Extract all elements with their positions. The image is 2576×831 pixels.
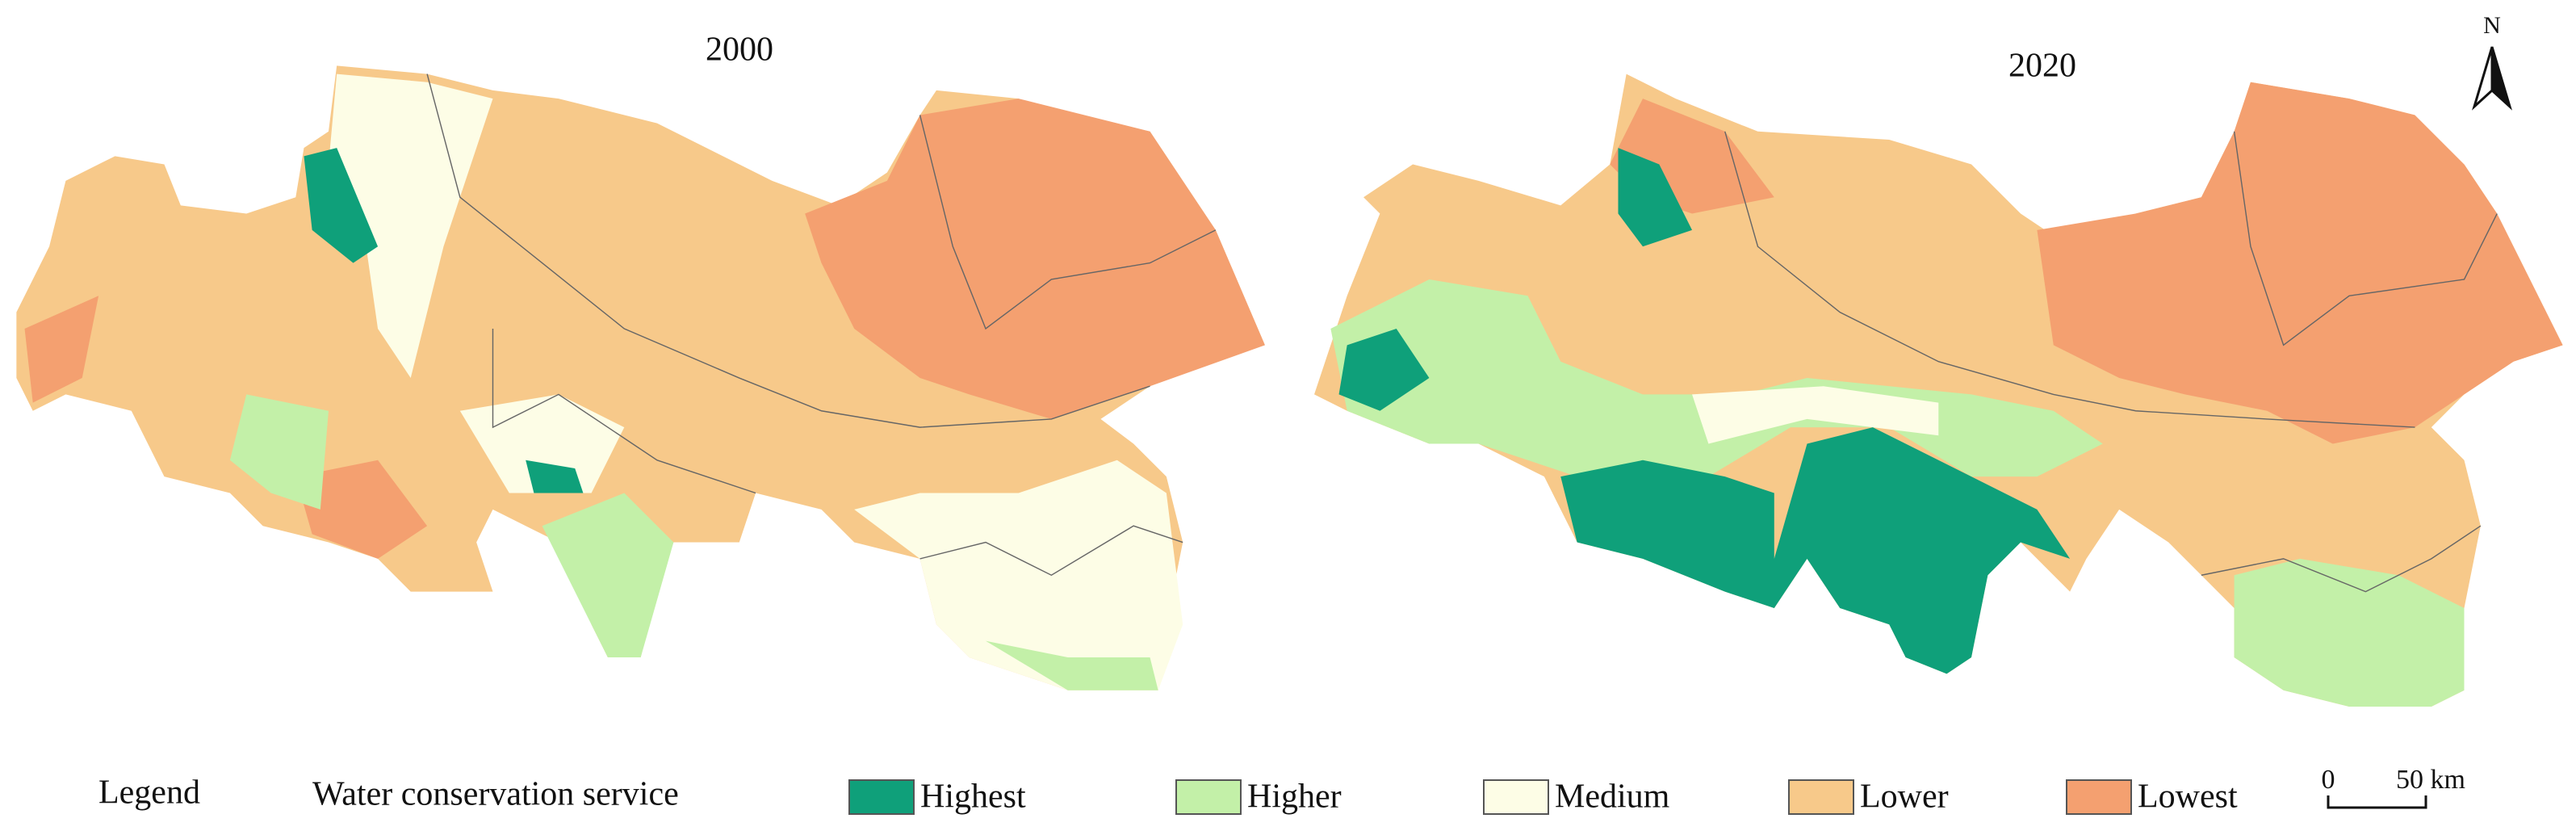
district-border [426, 73, 1150, 428]
legend-label: Lowest [2138, 779, 2238, 816]
region-medium [854, 460, 1183, 690]
region-highest [1560, 427, 2071, 674]
legend-items: Highest Higher Medium Lower Lowest [848, 779, 2238, 816]
region-highest [1618, 148, 1693, 247]
region-medium [459, 394, 625, 493]
region-lowest [295, 460, 428, 559]
district-border [919, 115, 1217, 330]
map-title: 2000 [706, 31, 773, 69]
legend-subtitle: Water conservation service [312, 776, 679, 813]
district-border [919, 525, 1183, 577]
district-border [2233, 131, 2498, 346]
legend-swatch [848, 779, 915, 815]
legend-swatch [1175, 779, 1242, 815]
region-medium [1692, 386, 1939, 444]
legend-swatch [1788, 779, 1854, 815]
north-arrow: N [2472, 12, 2512, 111]
legend-label: Highest [920, 779, 1026, 816]
north-label: N [2483, 12, 2501, 39]
district-border [492, 329, 756, 494]
region-highest [1338, 329, 1430, 411]
region-lowest [2037, 82, 2563, 444]
legend-label: Medium [1555, 779, 1670, 816]
region-higher [2234, 558, 2465, 707]
region-lowest [805, 99, 1265, 419]
region-higher [986, 640, 1158, 690]
region-highest [304, 148, 379, 263]
district-border [1724, 131, 2415, 428]
legend-swatch [2066, 779, 2132, 815]
region-higher [542, 493, 674, 658]
region-higher [229, 394, 329, 510]
scale-bar: 0 50 km [2322, 765, 2465, 809]
legend-swatch [1483, 779, 1549, 815]
district-border [2201, 525, 2482, 593]
legend-label: Higher [1247, 779, 1342, 816]
map-2020 [1314, 73, 2563, 707]
region-highest [526, 460, 584, 493]
region-lowest [24, 296, 99, 403]
legend-title: Legend [98, 774, 200, 812]
map-2000 [16, 65, 1265, 690]
scale-end: 50 km [2396, 765, 2465, 795]
map-title: 2020 [2008, 48, 2076, 85]
scale-start: 0 [2322, 765, 2335, 795]
legend-label: Lower [1860, 779, 1949, 816]
region-medium [329, 73, 493, 379]
